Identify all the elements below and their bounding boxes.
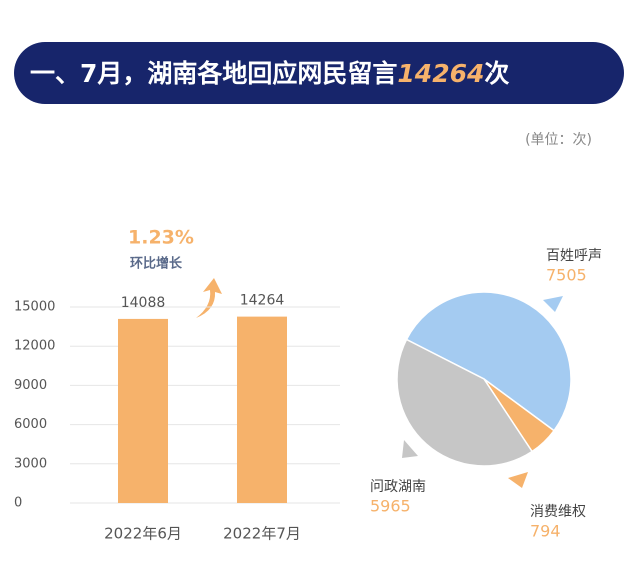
y-tick-label: 0 bbox=[14, 496, 22, 511]
y-tick-label: 6000 bbox=[14, 417, 47, 432]
slice-name: 百姓呼声 bbox=[546, 248, 602, 264]
bar bbox=[237, 316, 287, 503]
header-banner bbox=[14, 42, 624, 104]
x-tick-label: 2022年7月 bbox=[223, 525, 301, 543]
pie-arrow-orange bbox=[508, 472, 528, 488]
pie-arrow-blue bbox=[543, 296, 563, 312]
value-label: 14264 bbox=[240, 293, 285, 309]
header-title: 一、7月，湖南各地回应网民留言14264次 bbox=[30, 59, 509, 88]
growth-rate: 1.23% bbox=[128, 227, 194, 249]
value-label: 14088 bbox=[121, 295, 166, 311]
x-tick-label: 2022年6月 bbox=[104, 525, 182, 543]
slice-value: 794 bbox=[530, 522, 561, 541]
slice-name: 消费维权 bbox=[530, 504, 586, 520]
y-tick-label: 15000 bbox=[14, 300, 55, 315]
title-number: 14264 bbox=[397, 59, 484, 88]
pie-slice bbox=[405, 291, 572, 432]
slice-name: 问政湖南 bbox=[370, 479, 426, 495]
title-prefix: 一、7月，湖南各地回应网民留言 bbox=[30, 59, 397, 88]
unit-label: (单位：次) bbox=[525, 132, 592, 148]
bar bbox=[118, 318, 168, 503]
pie-arrow-gray bbox=[402, 440, 418, 458]
slice-value: 5965 bbox=[370, 497, 411, 516]
y-tick-label: 9000 bbox=[14, 378, 47, 393]
title-suffix: 次 bbox=[484, 59, 509, 88]
y-tick-label: 3000 bbox=[14, 456, 47, 471]
y-tick-label: 12000 bbox=[14, 339, 55, 354]
growth-arrow bbox=[196, 278, 222, 318]
growth-label: 环比增长 bbox=[130, 256, 183, 272]
pie-slice bbox=[396, 338, 534, 467]
slice-value: 7505 bbox=[546, 266, 587, 285]
